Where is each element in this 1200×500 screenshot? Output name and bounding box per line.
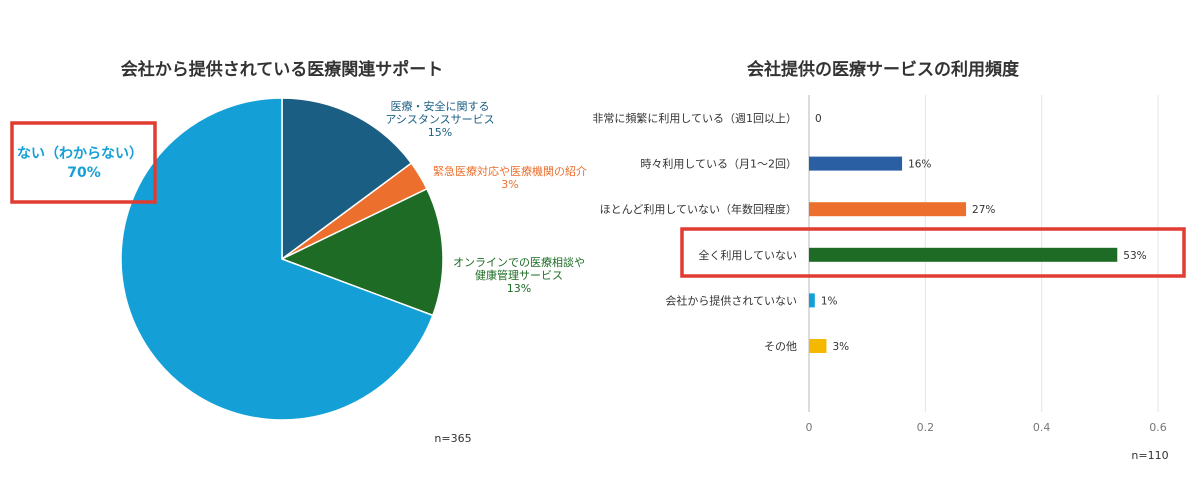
pie-chart: 会社から提供されている医療関連サポート 医療・安全に関する アシスタンスサービス… [10, 59, 587, 445]
bar-chart: 会社提供の医療サービスの利用頻度 0 0.2 0.4 0.6 非常に頻繁に利用している… [592, 59, 1186, 462]
bar [809, 156, 903, 171]
bar-x-axis: 0 0.2 0.4 0.6 [806, 421, 1167, 434]
bar [809, 202, 967, 217]
slice-label-emergency: 緊急医療対応や医療機関の紹介 3% [433, 164, 587, 191]
slice-value-label: 3% [501, 178, 518, 191]
bar [809, 339, 827, 353]
bar-sample-size: n=110 [1131, 449, 1168, 462]
bar-value-label: 3% [832, 341, 849, 353]
slice-label-line: 健康管理サービス [475, 268, 563, 282]
slice-label-assistance: 医療・安全に関する アシスタンスサービス 15% [385, 99, 494, 139]
pie-slice-0 [281, 97, 413, 261]
bar [809, 247, 1118, 262]
slice-value-label: 15% [428, 126, 452, 139]
bar-value-label: 16% [908, 159, 931, 171]
pie-chart-title: 会社から提供されている医療関連サポート [121, 59, 444, 80]
category-label: 全く利用していない [698, 248, 797, 262]
slice-label-line: 医療・安全に関する [391, 99, 490, 113]
bar-bars [809, 156, 1118, 353]
bar-category-labels: 非常に頻繁に利用している（週1回以上） 時々利用している（月1〜2回） ほとんど利用… [592, 111, 797, 353]
bar-value-label: 53% [1123, 250, 1146, 262]
pie-slices [120, 97, 444, 421]
slice-label-line: 緊急医療対応や医療機関の紹介 [433, 164, 587, 178]
slice-label-none: ない（わからない） 70% [17, 146, 143, 181]
category-label: その他 [764, 340, 797, 353]
slice-label-line: ない（わからない） [17, 146, 143, 162]
x-tick-label: 0.6 [1149, 421, 1167, 434]
pie-slice-2 [280, 187, 444, 317]
bar-value-labels: 0 16% 27% 53% 1% 3% [815, 113, 1147, 353]
category-label: 会社から提供されていない [665, 293, 797, 307]
category-label: 時々利用している（月1〜2回） [640, 158, 797, 171]
pie-slice-3 [120, 97, 434, 421]
bar [809, 293, 815, 308]
bar-value-label: 27% [972, 204, 995, 216]
slice-value-label: 13% [507, 282, 531, 295]
bar-chart-title: 会社提供の医療サービスの利用頻度 [747, 59, 1020, 80]
category-label: ほとんど利用していない（年数回程度） [600, 202, 797, 216]
bar-value-label: 0 [815, 113, 822, 125]
category-label: 非常に頻繁に利用している（週1回以上） [592, 111, 797, 125]
slice-label-line: オンラインでの医療相談や [453, 255, 585, 269]
bar-value-label: 1% [821, 295, 838, 307]
x-tick-label: 0.4 [1033, 421, 1051, 434]
pie-sample-size: n=365 [434, 432, 471, 445]
highlight-box-never-use [680, 227, 1186, 278]
highlight-box-none [10, 121, 157, 204]
slice-label-online: オンラインでの医療相談や 健康管理サービス 13% [453, 255, 585, 295]
x-tick-label: 0 [806, 421, 813, 434]
x-tick-label: 0.2 [917, 421, 935, 434]
slice-value-label: 70% [67, 165, 101, 181]
slice-label-line: アシスタンスサービス [385, 113, 494, 126]
